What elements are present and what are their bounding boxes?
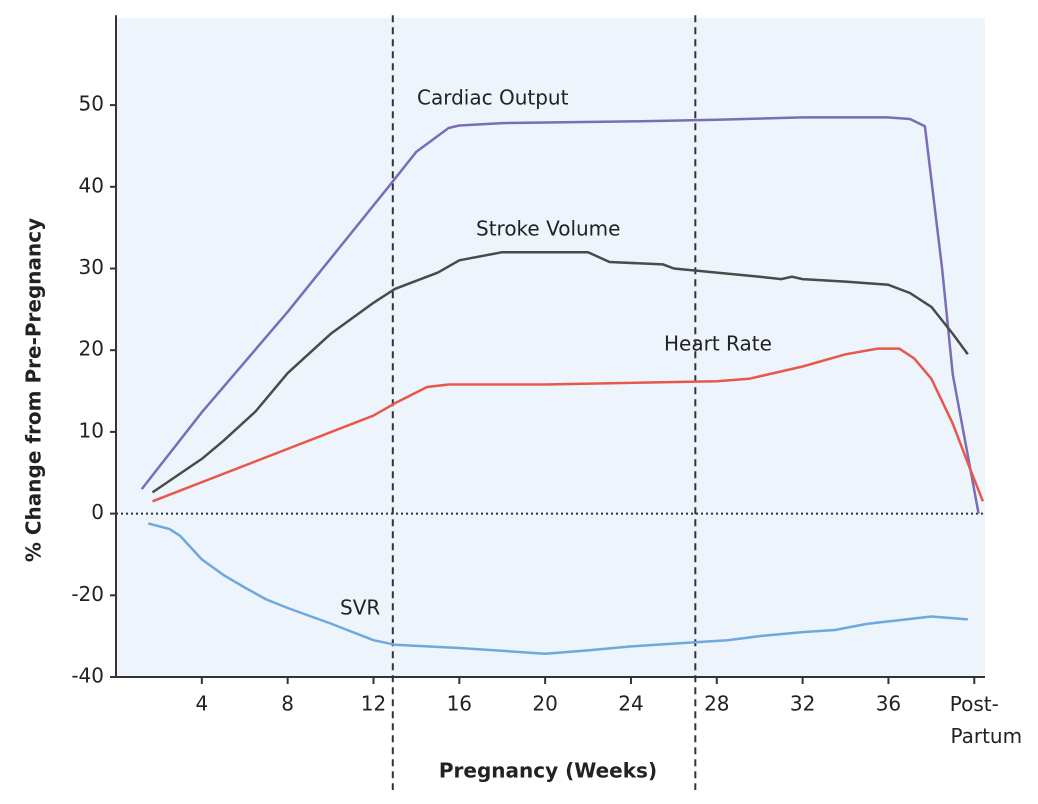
x-axis-label: Pregnancy (Weeks): [439, 759, 657, 783]
series-line: [152, 347, 985, 503]
x-tick-label: 4: [195, 692, 208, 716]
y-tick-label: -40: [71, 664, 104, 688]
x-tick-label: 16: [447, 692, 472, 716]
x-tick-label: 12: [361, 692, 386, 716]
y-tick-label: 0: [91, 500, 104, 524]
series-line: [151, 250, 969, 494]
series-line: [147, 522, 968, 655]
x-tick-label: 24: [618, 692, 643, 716]
y-tick-label: 40: [79, 173, 104, 197]
series-label: Stroke Volume: [476, 217, 620, 241]
series-label: Heart Rate: [664, 332, 772, 356]
x-tick-label: 32: [790, 692, 815, 716]
y-tick-label: 20: [79, 337, 104, 361]
series-line: [140, 116, 980, 514]
y-tick-label: 30: [79, 255, 104, 279]
x-tick-label: 8: [281, 692, 294, 716]
x-tick-label: 36: [876, 692, 901, 716]
y-tick-label: -20: [71, 582, 104, 606]
plot-area: [116, 18, 985, 677]
x-tick-label: 20: [532, 692, 557, 716]
y-tick-label: 10: [79, 418, 104, 442]
series-label: SVR: [340, 596, 380, 620]
y-tick-label: 50: [79, 92, 104, 116]
x-tick-label: Post-Partum: [950, 692, 1022, 748]
y-axis-label: % Change from Pre-Pregnancy: [22, 218, 46, 562]
series-label: Cardiac Output: [417, 86, 569, 110]
x-tick-label: 28: [704, 692, 729, 716]
